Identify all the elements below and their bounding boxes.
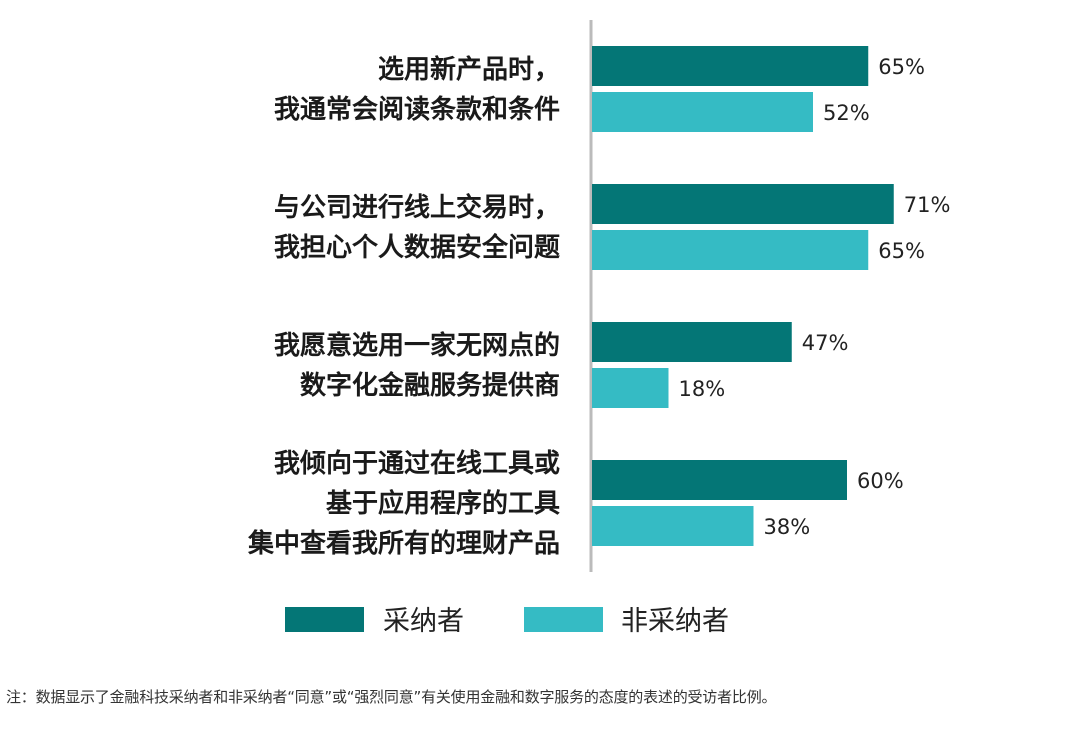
bar-non-adopters-4 (592, 506, 754, 546)
category-label-2-line-1: 与公司进行线上交易时， (274, 192, 560, 223)
value-label-adopters-4: 60% (857, 469, 904, 493)
value-label-adopters-2: 71% (904, 193, 951, 217)
bar-adopters-2 (592, 184, 894, 224)
category-label-4-line-3: 集中查看我所有的理财产品 (247, 528, 560, 559)
bar-adopters-3 (592, 322, 792, 362)
value-label-non-adopters-4: 38% (764, 515, 811, 539)
value-label-non-adopters-1: 52% (823, 101, 870, 125)
category-label-1-line-2: 我通常会阅读条款和条件 (274, 95, 560, 125)
bar-non-adopters-3 (592, 368, 669, 408)
value-label-adopters-3: 47% (802, 331, 849, 355)
legend-swatch-adopters (285, 607, 364, 632)
legend-swatch-non-adopters (524, 607, 603, 632)
category-label-2-line-2: 我担心个人数据安全问题 (274, 232, 560, 263)
footnote: 注：数据显示了金融科技采纳者和非采纳者“同意”或“强烈同意”有关使用金融和数字服… (6, 688, 777, 706)
value-label-adopters-1: 65% (878, 55, 925, 79)
legend-label-non-adopters: 非采纳者 (621, 606, 729, 637)
category-label-4-line-1: 我倾向于通过在线工具或 (274, 448, 560, 479)
value-label-non-adopters-3: 18% (679, 377, 726, 401)
bar-adopters-1 (592, 46, 869, 86)
bar-non-adopters-2 (592, 230, 869, 270)
category-label-3-line-1: 我愿意选用一家无网点的 (274, 330, 560, 361)
category-label-1-line-1: 选用新产品时， (378, 54, 560, 85)
bar-adopters-4 (592, 460, 847, 500)
category-label-4-line-2: 基于应用程序的工具 (326, 488, 560, 519)
value-label-non-adopters-2: 65% (878, 239, 925, 263)
category-label-3-line-2: 数字化金融服务提供商 (300, 370, 560, 401)
legend-label-adopters: 采纳者 (383, 606, 464, 637)
bar-chart: 65% 71% 47% 60% 52% 65% 18% 38% 选用新产品时， 我通常会阅读条款和… (247, 20, 951, 637)
bar-non-adopters-1 (592, 92, 813, 132)
